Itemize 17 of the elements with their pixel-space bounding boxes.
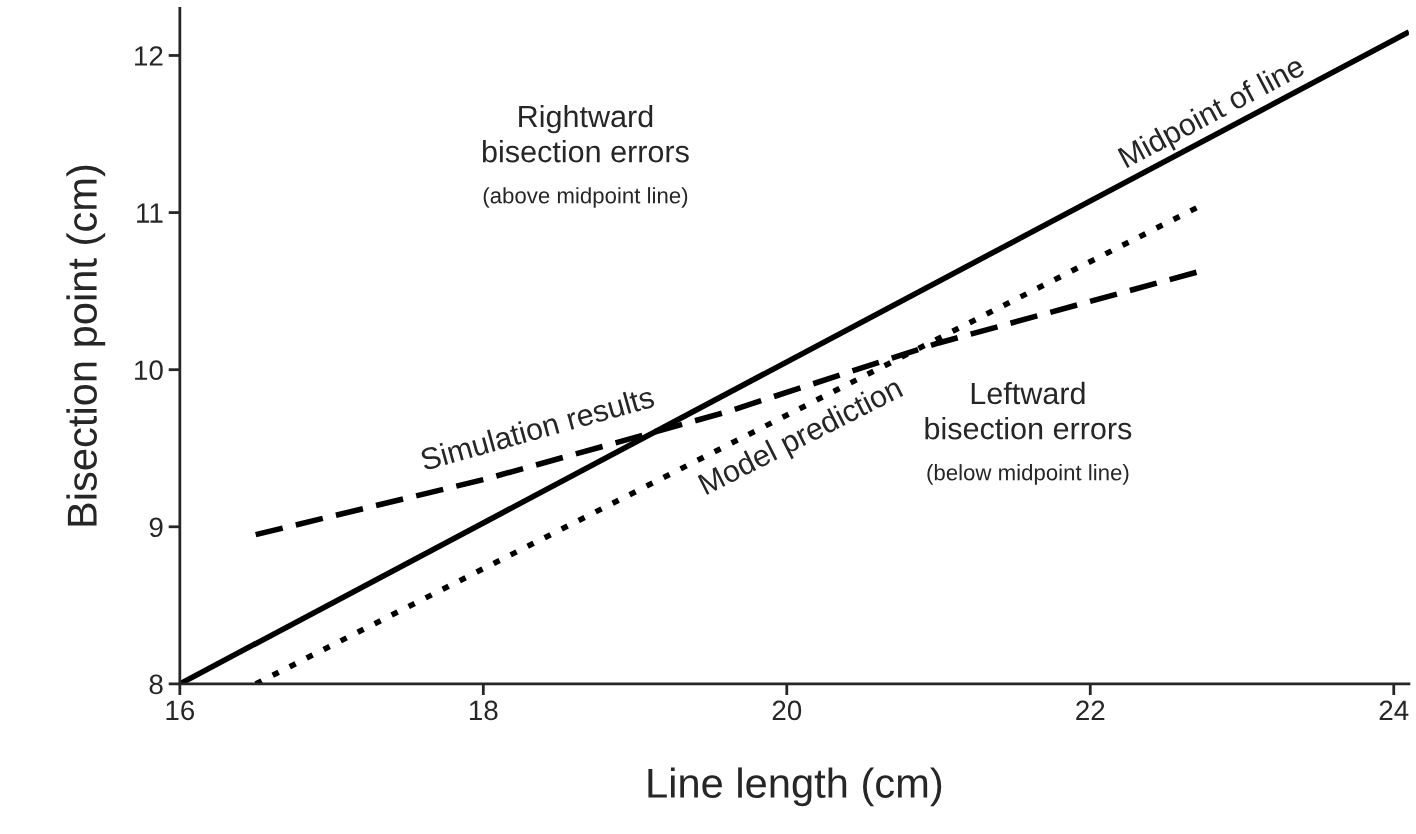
x-tick-label: 16	[166, 700, 195, 721]
y-axis-title: Bisection point (cm)	[66, 165, 106, 526]
x-axis-title: Line length (cm)	[648, 767, 942, 807]
y-tick-label: 8	[149, 674, 163, 695]
annotation: (below midpoint line)	[927, 464, 1129, 485]
annotation: (above midpoint line)	[483, 187, 688, 208]
y-tick-label: 11	[137, 203, 163, 223]
x-tick-label: 22	[1076, 700, 1105, 720]
x-tick-label: 20	[772, 700, 802, 721]
y-tick-label: 12	[135, 46, 163, 66]
y-tick-label: 10	[135, 360, 163, 381]
annotation: Rightward bisection errors	[482, 104, 689, 163]
x-tick-label: 18	[469, 700, 498, 721]
annotation: Leftward bisection errors	[925, 381, 1132, 440]
x-tick-label: 24	[1379, 700, 1409, 720]
y-tick-label: 9	[149, 517, 163, 538]
text: Simulation results	[419, 385, 656, 471]
